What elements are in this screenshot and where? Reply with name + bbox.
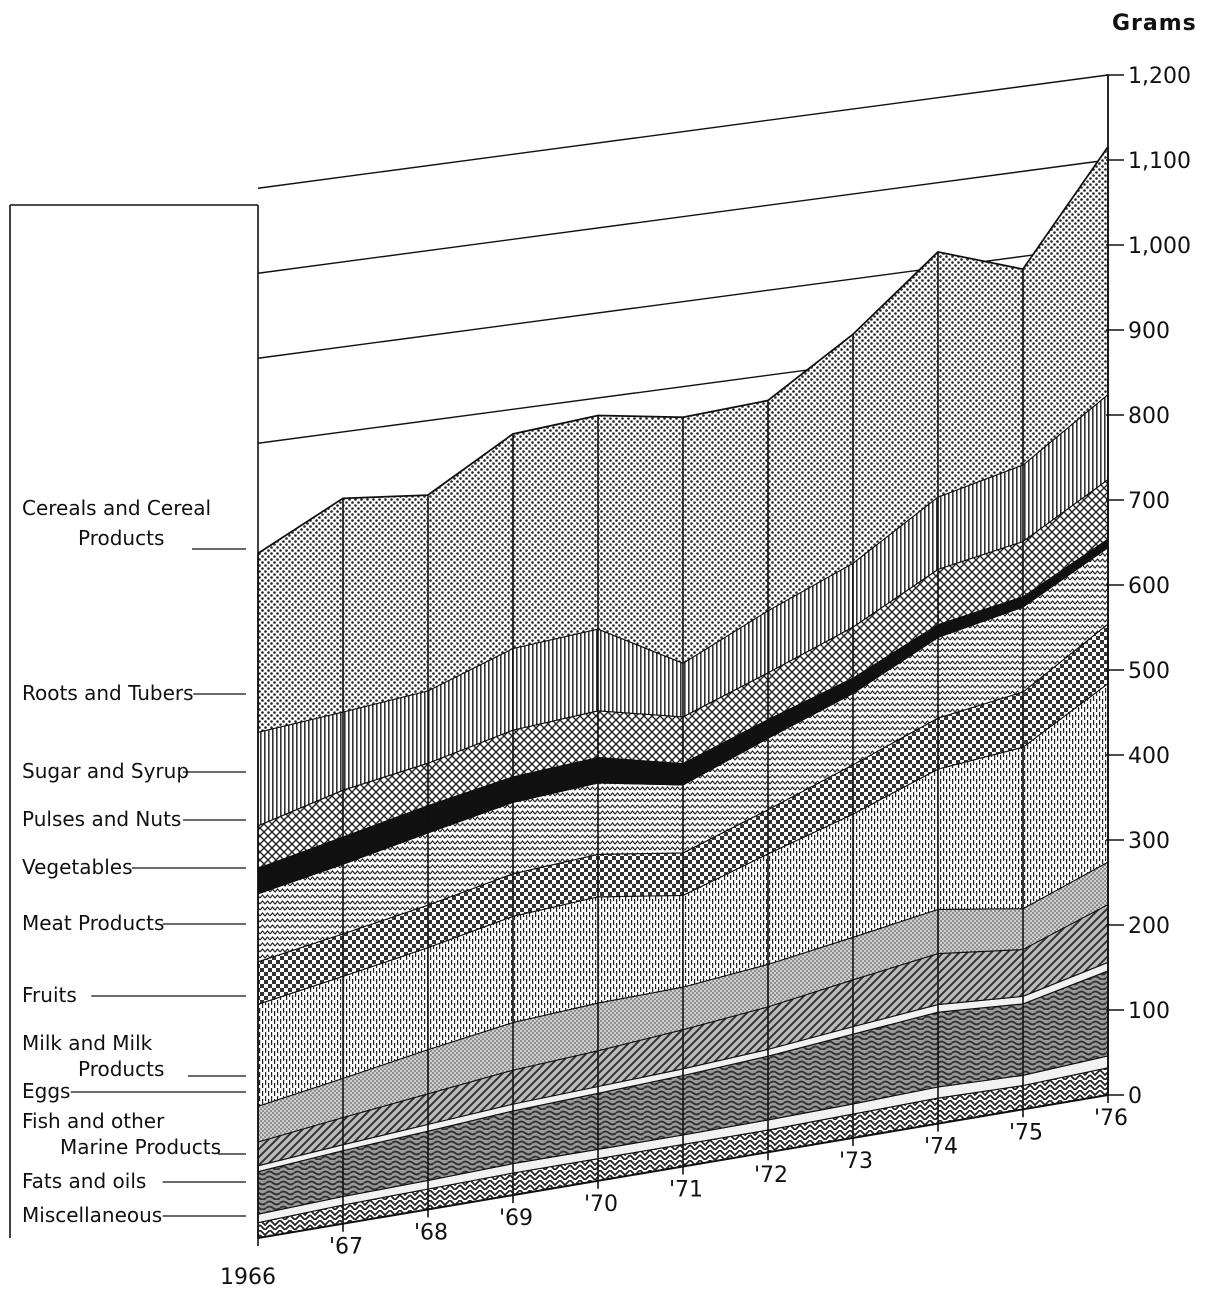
legend-label: Vegetables bbox=[22, 855, 133, 879]
y-tick-label: 600 bbox=[1128, 574, 1170, 599]
y-tick-label: 400 bbox=[1128, 744, 1170, 769]
legend-label: Sugar and Syrup bbox=[22, 759, 189, 783]
x-tick-label: '72 bbox=[754, 1163, 788, 1188]
x-tick-label: '70 bbox=[584, 1192, 618, 1217]
y-tick-label: 100 bbox=[1128, 999, 1170, 1024]
baseline bbox=[257, 1094, 1109, 1239]
gridline bbox=[257, 74, 1109, 189]
legend-label: Fish and other Marine Products bbox=[22, 1109, 221, 1159]
y-tick-label: 200 bbox=[1128, 914, 1170, 939]
y-tick-label: 900 bbox=[1128, 319, 1170, 344]
x-tick-label: '75 bbox=[1009, 1120, 1043, 1145]
y-axis-unit-label: Grams bbox=[1112, 11, 1197, 36]
y-tick-label: 1,000 bbox=[1128, 234, 1191, 259]
x-tick-label: 1966 bbox=[220, 1265, 276, 1289]
x-tick-label: '74 bbox=[924, 1135, 958, 1160]
gridline bbox=[257, 159, 1109, 274]
x-tick-label: '67 bbox=[329, 1235, 363, 1260]
legend-label: Roots and Tubers bbox=[22, 681, 194, 705]
y-axis-group: 0 100 200 300 400 500 600 700 800 900 1,000 1,100 1,… bbox=[1106, 64, 1191, 1109]
x-tick-label: '73 bbox=[839, 1149, 873, 1174]
y-tick-label: 300 bbox=[1128, 829, 1170, 854]
legend-label: Fats and oils bbox=[22, 1169, 146, 1193]
y-tick-label: 1,100 bbox=[1128, 149, 1191, 174]
legend-label: Miscellaneous bbox=[22, 1203, 162, 1227]
legend-label: Eggs bbox=[22, 1079, 70, 1103]
legend-group: Cereals and Cereal Products Roots and Tube… bbox=[22, 496, 246, 1227]
x-tick-label: '76 bbox=[1094, 1106, 1128, 1131]
y-tick-label: 0 bbox=[1128, 1084, 1142, 1109]
y-tick-label: 700 bbox=[1128, 489, 1170, 514]
x-tick-label: '69 bbox=[499, 1206, 533, 1231]
legend-label: Pulses and Nuts bbox=[22, 807, 181, 831]
legend-label: Milk and Milk Products bbox=[22, 1031, 164, 1081]
x-tick-label: '68 bbox=[414, 1220, 448, 1245]
y-tick-label: 1,200 bbox=[1128, 64, 1191, 89]
legend-label: Cereals and Cereal Products bbox=[22, 496, 211, 550]
x-axis-group: 1966 '67 '68 '69 '70 '71 '72 '73 '74 '75 '76 bbox=[220, 1106, 1128, 1289]
legend-label: Fruits bbox=[22, 983, 77, 1007]
legend-label: Meat Products bbox=[22, 911, 164, 935]
x-tick-label: '71 bbox=[669, 1178, 703, 1203]
y-tick-label: 800 bbox=[1128, 404, 1170, 429]
y-tick-label: 500 bbox=[1128, 659, 1170, 684]
